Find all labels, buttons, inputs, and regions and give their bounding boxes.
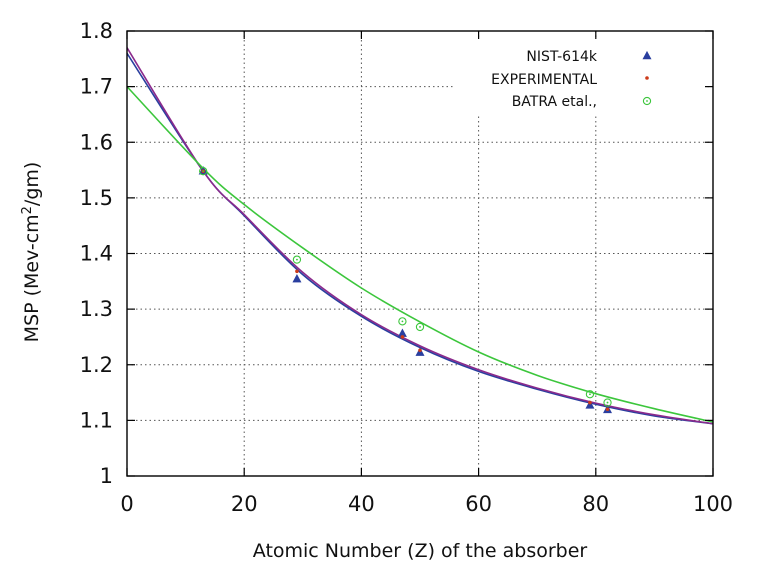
marker-batra [398, 317, 407, 326]
fit-curve-experimental [126, 47, 714, 425]
y-tick-label: 1.5 [80, 186, 113, 210]
x-tick-label: 20 [231, 492, 258, 516]
legend-marker-experimental [645, 76, 649, 80]
legend-marker-nist [642, 50, 652, 60]
y-tick-label: 1.8 [80, 19, 113, 43]
x-tick-label: 60 [465, 492, 492, 516]
y-tick-label: 1.3 [80, 297, 113, 321]
marker-batra [199, 167, 208, 176]
legend-marker-batra [642, 96, 652, 106]
data-points [198, 166, 613, 414]
axis-ticks [126, 30, 714, 477]
y-tick-label: 1.1 [80, 408, 113, 432]
marker-batra-center [401, 320, 404, 323]
marker-batra-center [606, 401, 609, 404]
y-tick-label: 1.7 [80, 75, 113, 99]
y-tick-label: 1.2 [80, 353, 113, 377]
legend-marker-batra-center [646, 100, 648, 102]
y-tick-labels: 1 1.1 1.2 1.3 1.4 1.5 1.6 1.7 1.8 [80, 19, 113, 488]
marker-batra [415, 322, 425, 332]
marker-experimental [418, 348, 422, 353]
legend-marker-batra [642, 96, 652, 106]
marker-batra-center [419, 326, 421, 328]
marker-experimental [295, 269, 299, 274]
y-axis-title-superscript: 2 [20, 206, 35, 214]
marker-batra-center [589, 393, 591, 396]
legend-marker-experimental [645, 76, 649, 80]
gridlines [127, 31, 713, 476]
legend-background [455, 40, 705, 116]
marker-batra [603, 398, 612, 407]
legend-label-batra: BATRA etal., [512, 94, 597, 110]
x-tick-label: 80 [582, 492, 609, 516]
marker-batra-center [202, 170, 205, 173]
marker-batra [585, 390, 595, 399]
y-axis-title-suffix: /gm) [21, 162, 43, 206]
y-tick-label: 1.4 [80, 242, 113, 266]
x-tick-labels: 0 20 40 60 80 100 [120, 492, 733, 516]
marker-nist [292, 273, 302, 283]
marker-experimental [605, 407, 610, 412]
legend-label-experimental: EXPERIMENTAL [491, 72, 597, 88]
legend-label-nist: NIST-614k [526, 49, 598, 65]
marker-nist [585, 400, 595, 409]
legend: NIST-614k EXPERIMENTAL BATRA etal., [455, 40, 705, 116]
x-tick-label: 40 [348, 492, 375, 516]
x-tick-label: 100 [693, 492, 733, 516]
y-tick-label: 1.6 [80, 130, 113, 154]
marker-experimental [400, 335, 405, 339]
legend-marker-nist [642, 50, 652, 60]
y-tick-label: 1 [100, 464, 113, 488]
marker-batra [292, 255, 302, 264]
fit-curves [126, 47, 714, 425]
x-axis-title: Atomic Number (Z) of the absorber [253, 540, 588, 562]
marker-experimental [588, 400, 592, 405]
marker-batra-center [296, 258, 298, 261]
x-tick-label: 0 [120, 492, 133, 516]
y-axis-title: MSP (Mev-cm2/gm) [20, 162, 43, 343]
y-axis-title-prefix: MSP (Mev-cm [21, 214, 43, 342]
fit-curve-batra [126, 86, 714, 423]
